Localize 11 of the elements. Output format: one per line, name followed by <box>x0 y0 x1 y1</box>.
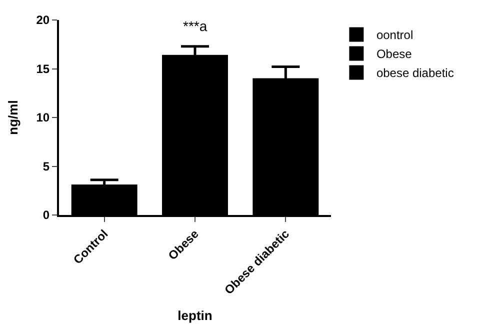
legend-label: oontrol <box>376 28 414 42</box>
y-tick-label: 10 <box>36 110 50 125</box>
y-tick-label: 0 <box>42 208 50 222</box>
y-tick-label: 5 <box>42 159 50 174</box>
legend-label: Obese <box>376 47 412 62</box>
legend-label: obese diabetic <box>376 66 454 80</box>
x-axis-title: leptin <box>178 308 212 324</box>
y-tick-label: 15 <box>36 62 50 76</box>
y-tick-label: 20 <box>36 13 50 28</box>
annotation: ***a <box>183 18 208 34</box>
y-axis-title: ng/ml <box>6 100 21 135</box>
